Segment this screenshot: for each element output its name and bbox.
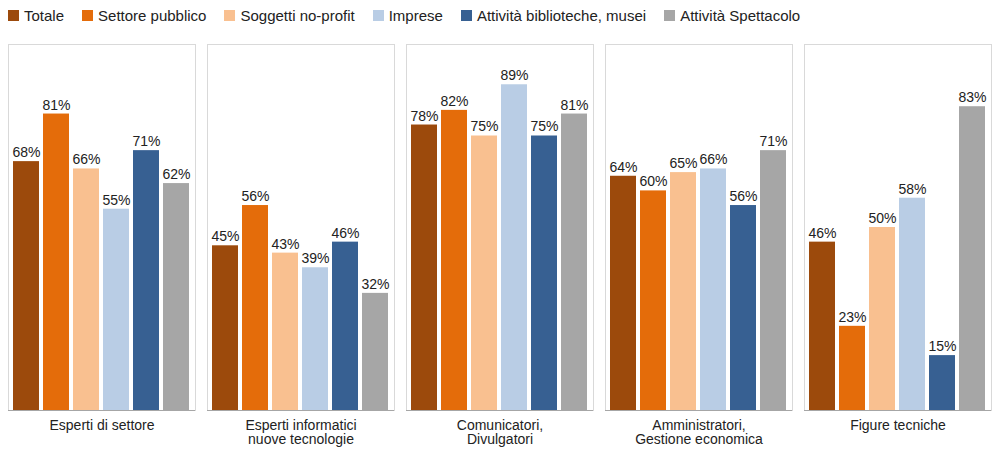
svg-text:Esperti di settore: Esperti di settore [49,417,154,433]
html-text:Soggetti no-profit: Soggetti no-profit [240,6,355,24]
svg-text:81%: 81% [560,97,588,113]
svg-text:56%: 56% [241,188,269,204]
svg-text:60%: 60% [639,173,667,189]
svg-text:66%: 66% [72,151,100,167]
svg-text:23%: 23% [838,309,866,325]
svg-text:15%: 15% [928,338,956,354]
svg-text:56%: 56% [729,188,757,204]
svg-text:65%: 65% [669,155,697,171]
html-text:Attività Spettacolo: Attività Spettacolo [680,6,801,24]
html-text:Totale: Totale [24,6,64,24]
html-text:Attività biblioteche, musei: Attività biblioteche, musei [476,6,647,24]
svg-text:Esperti informaticinuove tecno: Esperti informaticinuove tecnologie [245,417,356,447]
html-text:Imprese: Imprese [388,6,443,24]
svg-text:89%: 89% [500,67,528,83]
html-text:Settore pubblico: Settore pubblico [98,6,207,24]
svg-text:Amministratori,Gestione econom: Amministratori,Gestione economica [635,417,763,447]
svg-text:45%: 45% [211,228,239,244]
svg-text:81%: 81% [42,97,70,113]
svg-text:50%: 50% [868,210,896,226]
svg-text:71%: 71% [759,133,787,149]
svg-text:43%: 43% [271,236,299,252]
svg-text:75%: 75% [470,118,498,134]
svg-text:32%: 32% [361,276,389,292]
svg-text:39%: 39% [301,250,329,266]
svg-text:71%: 71% [132,133,160,149]
svg-text:46%: 46% [331,225,359,241]
svg-text:83%: 83% [958,89,986,105]
svg-text:82%: 82% [440,93,468,109]
svg-text:68%: 68% [12,144,40,160]
svg-text:55%: 55% [102,192,130,208]
svg-text:75%: 75% [530,118,558,134]
svg-text:Figure tecniche: Figure tecniche [850,417,946,433]
svg-text:66%: 66% [699,151,727,167]
svg-text:Comunicatori,Divulgatori: Comunicatori,Divulgatori [457,417,543,447]
svg-text:62%: 62% [162,166,190,182]
svg-text:46%: 46% [808,225,836,241]
svg-text:78%: 78% [410,108,438,124]
svg-text:58%: 58% [898,181,926,197]
svg-text:64%: 64% [609,159,637,175]
